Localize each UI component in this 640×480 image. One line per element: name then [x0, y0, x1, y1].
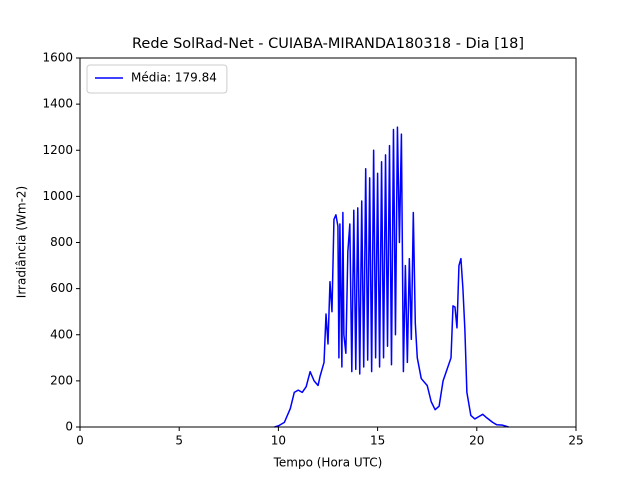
legend-box: [86, 64, 228, 94]
x-tick-label: 20: [469, 434, 484, 448]
x-tick-label: 10: [271, 434, 286, 448]
x-tick-label: 15: [370, 434, 385, 448]
x-tick-label: 25: [568, 434, 583, 448]
y-tick-label: 1600: [42, 51, 73, 65]
y-tick-label: 800: [50, 235, 73, 249]
legend: Média: 179.84: [86, 64, 228, 94]
chart-title: Rede SolRad-Net - CUIABA-MIRANDA180318 -…: [132, 36, 524, 52]
x-tick-label: 0: [76, 434, 84, 448]
y-tick-label: 1400: [42, 97, 73, 111]
axes-frame: [79, 57, 577, 428]
legend-label: Média: 179.84: [131, 71, 217, 85]
y-tick-label: 600: [50, 281, 73, 295]
x-axis-label: Tempo (Hora UTC): [273, 456, 383, 470]
x-tick-label: 5: [175, 434, 183, 448]
y-tick-label: 1200: [42, 143, 73, 157]
y-tick-label: 200: [50, 373, 73, 387]
plot-area: [274, 126, 509, 428]
line: [274, 126, 509, 428]
y-tick-label: 1000: [42, 189, 73, 203]
y-tick-label: 0: [65, 420, 73, 434]
y-tick-label: 400: [50, 327, 73, 341]
y-axis-label: Irradiância (Wm-2): [15, 186, 29, 298]
